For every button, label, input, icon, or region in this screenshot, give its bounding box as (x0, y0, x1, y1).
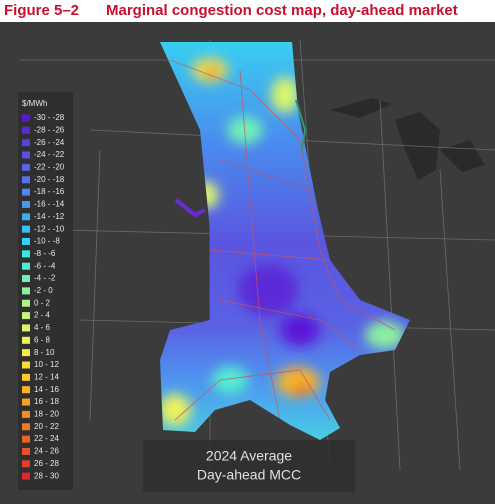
figure-title: Marginal congestion cost map, day-ahead … (106, 2, 458, 19)
legend-swatch (22, 188, 30, 196)
legend-label: -30 - -28 (34, 113, 65, 122)
legend-label: -24 - -22 (34, 150, 65, 159)
legend-label: -8 - -6 (34, 249, 56, 258)
legend-swatch (22, 262, 30, 270)
legend-swatch (22, 447, 30, 455)
legend-swatch (22, 126, 30, 134)
legend-swatch (22, 176, 30, 184)
legend-label: -16 - -14 (34, 200, 65, 209)
legend-label: 20 - 22 (34, 422, 59, 431)
legend-swatch (22, 250, 30, 258)
legend-swatch (22, 472, 30, 480)
caption-line: Day-ahead MCC (197, 467, 301, 483)
river (295, 99, 307, 151)
region-spike (174, 198, 206, 218)
legend-swatch (22, 349, 30, 357)
legend-swatch (22, 213, 30, 221)
legend-swatch (22, 275, 30, 283)
legend-swatch (22, 324, 30, 332)
legend-swatch (22, 287, 30, 295)
legend-label: 16 - 18 (34, 397, 59, 406)
legend-label: -4 - -2 (34, 274, 56, 283)
legend-swatch (22, 361, 30, 369)
legend-label: 18 - 20 (34, 410, 59, 419)
legend-label: -14 - -12 (34, 212, 65, 221)
legend-label: -28 - -26 (34, 125, 65, 134)
legend-label: -12 - -10 (34, 224, 65, 233)
legend-swatch (22, 373, 30, 381)
legend-swatch (22, 423, 30, 431)
legend-label: 8 - 10 (34, 348, 55, 357)
legend-label: 26 - 28 (34, 459, 59, 468)
caption-box (143, 440, 355, 492)
legend-label: -22 - -20 (34, 163, 65, 172)
legend-label: 4 - 6 (34, 323, 51, 332)
legend-swatch (22, 200, 30, 208)
legend-swatch (22, 410, 30, 418)
legend-label: 2 - 4 (34, 311, 51, 320)
legend-swatch (22, 435, 30, 443)
legend-label: -18 - -16 (34, 187, 65, 196)
legend-swatch (22, 398, 30, 406)
legend-swatch (22, 460, 30, 468)
legend-swatch (22, 114, 30, 122)
caption-line: 2024 Average (206, 448, 292, 464)
legend-label: -10 - -8 (34, 237, 60, 246)
legend-label: -6 - -4 (34, 261, 56, 270)
legend-title: $/MWh (22, 99, 47, 108)
legend-label: 0 - 2 (34, 298, 51, 307)
legend-label: 12 - 14 (34, 372, 59, 381)
legend-label: 6 - 8 (34, 335, 51, 344)
legend-swatch (22, 139, 30, 147)
legend-label: 10 - 12 (34, 360, 59, 369)
legend-label: -20 - -18 (34, 175, 65, 184)
legend-swatch (22, 238, 30, 245)
legend-label: 14 - 16 (34, 385, 59, 394)
figure-number: Figure 5–2 (4, 2, 79, 19)
legend-label: -26 - -24 (34, 138, 65, 147)
legend-label: 24 - 26 (34, 447, 59, 456)
lakes (330, 98, 485, 180)
legend-items: -30 - -28 -28 - -26 -26 - -24 -24 - -22 -22 … (22, 113, 65, 480)
legend-swatch (22, 299, 30, 307)
legend-swatch (22, 225, 30, 233)
legend-swatch (22, 163, 30, 171)
legend-swatch (22, 312, 30, 320)
legend-label: 22 - 24 (34, 434, 59, 443)
legend-swatch (22, 336, 30, 344)
legend-swatch (22, 151, 30, 159)
legend-swatch (22, 386, 30, 394)
legend-label: -2 - 0 (34, 286, 53, 295)
legend-label: 28 - 30 (34, 471, 59, 480)
